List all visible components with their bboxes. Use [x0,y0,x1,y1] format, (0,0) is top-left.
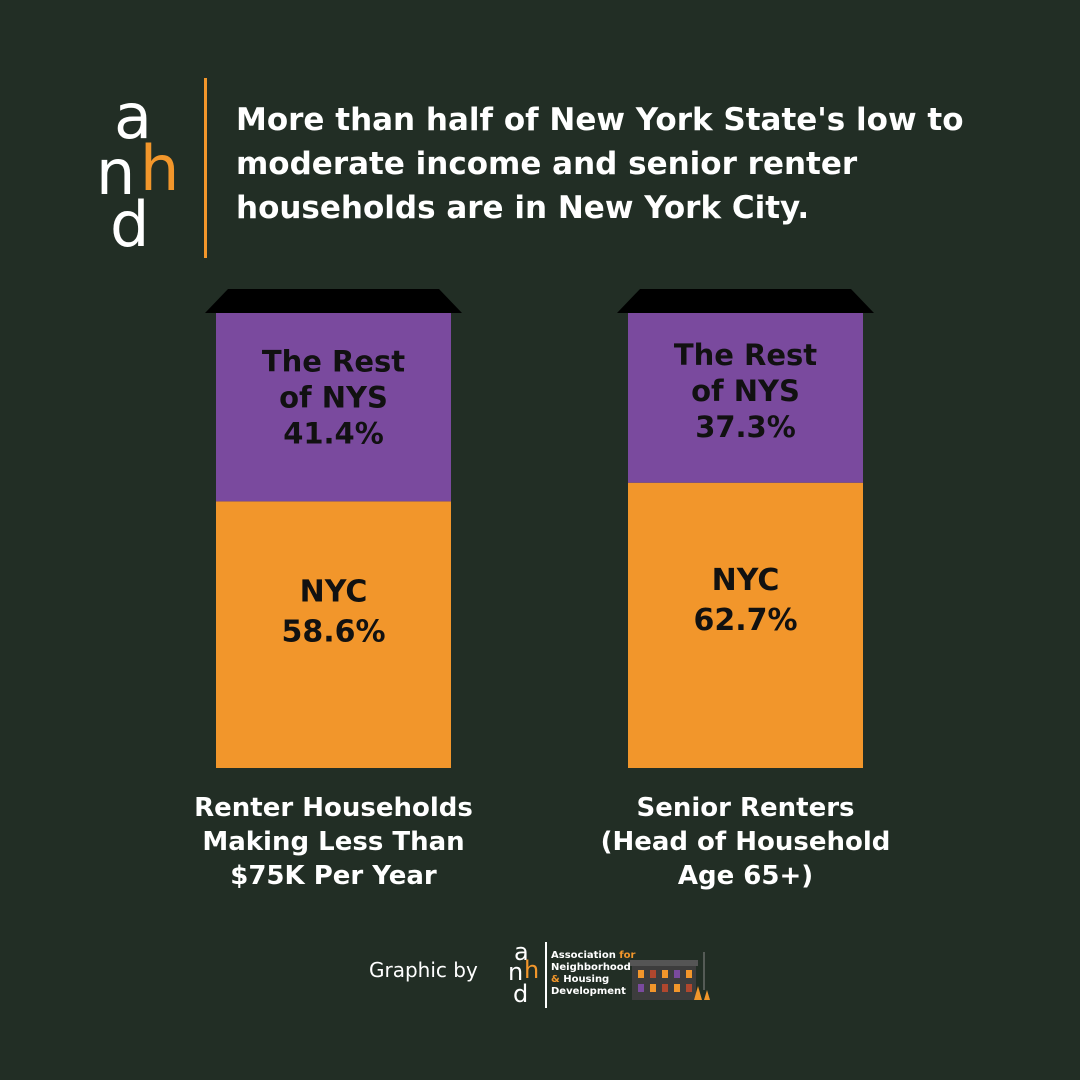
building-illustration [630,952,710,1000]
segment-series-label: NYC [712,563,780,598]
logo-letter-a: a [114,80,152,153]
small-logo-letter-h: h [524,956,540,984]
segment-series-label: The Rest [674,338,817,372]
headline-line: households are in New York City. [236,190,810,226]
data-label: 62.7% [693,603,797,638]
segment-series-label: The Rest [262,345,405,379]
bar-segment-nyc [216,501,451,768]
category-label: Making Less Than [202,827,464,857]
category-label: Age 65+) [678,861,813,891]
category-label: $75K Per Year [230,861,437,891]
category-label: Senior Renters [636,793,854,823]
bar-roof [617,289,874,313]
logo-letter-d: d [110,188,150,261]
org-name-line: Association for [551,950,636,961]
logo-divider [204,78,207,258]
small-logo-divider [545,942,547,1008]
data-label: 37.3% [695,410,796,444]
org-name-line: Neighborhood [551,962,631,973]
segment-series-label: of NYS [279,381,388,415]
org-name: Association for Neighborhood & Housing D… [551,950,661,998]
small-logo-letter-n: n [508,958,524,986]
segment-series-label: of NYS [691,374,800,408]
org-name-line: Development [551,986,626,997]
headline-line: More than half of New York State's low t… [236,102,964,138]
anhd-logo: a n h d [96,86,192,256]
small-logo-letter-d: d [513,980,529,1008]
page-title: More than half of New York State's low t… [236,98,1016,230]
headline-line: moderate income and senior renter [236,146,858,182]
small-logo-letter-a: a [514,938,529,966]
anhd-small-logo: a n h d [508,940,548,1010]
data-label: 41.4% [283,417,384,451]
segment-series-label: NYC [300,574,368,609]
bar-segment-rest-of-nys [216,313,451,502]
category-label: (Head of Household [601,827,891,857]
graphic-credit: Graphic by [369,958,478,982]
category-label: Renter Households [194,793,473,823]
bar-segment-rest-of-nys [628,313,863,483]
org-name-line: & Housing [551,974,610,985]
data-label: 58.6% [281,614,385,649]
logo-letter-n: n [96,136,136,209]
bar-segment-nyc [628,482,863,768]
bar-roof [205,289,462,313]
logo-letter-h: h [140,132,180,205]
